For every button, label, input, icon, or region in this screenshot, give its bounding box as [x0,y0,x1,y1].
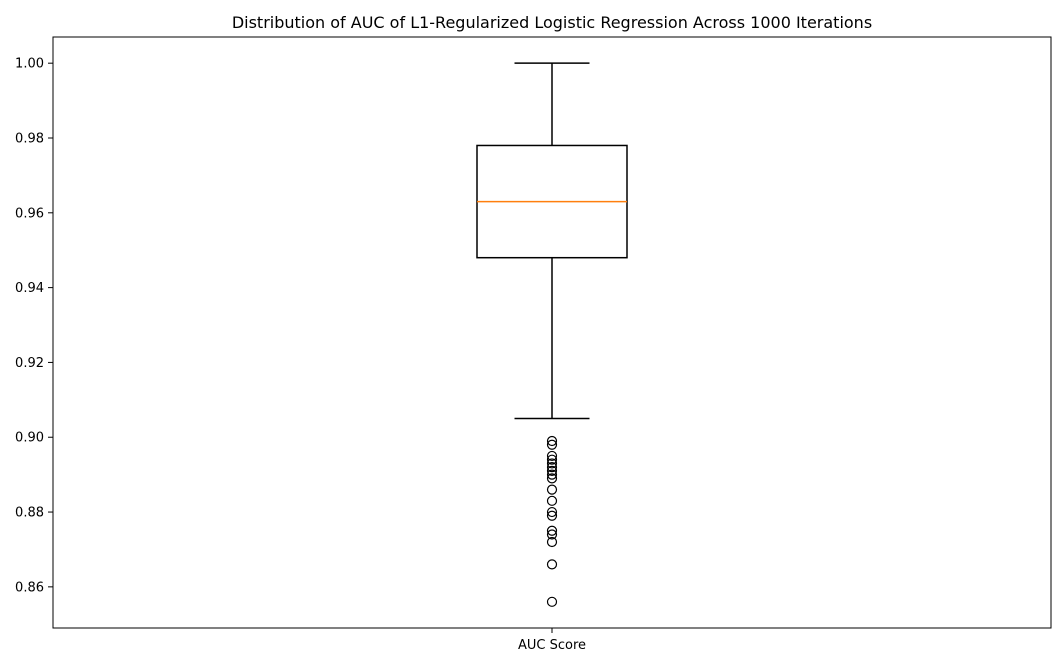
outlier-point [546,559,558,570]
x-tick-label: AUC Score [518,638,586,652]
outlier-markers [546,435,558,607]
outlier-point [546,495,558,506]
y-tick-label: 0.86 [15,580,44,595]
y-tick-label: 0.98 [15,131,44,146]
outlier-point [546,469,558,480]
chart-title: Distribution of AUC of L1-Regularized Lo… [232,13,872,32]
y-tick-label: 0.92 [15,356,44,371]
outlier-point [546,465,558,476]
box-plot [476,62,628,420]
y-tick-label: 0.88 [15,506,44,521]
y-tick-label: 1.00 [15,57,44,72]
outlier-point [546,458,558,469]
outlier-point [546,473,558,484]
outlier-point [546,484,558,495]
outlier-point [546,454,558,465]
y-axis: 0.86 0.88 0.90 0.92 0.94 0.96 0.98 1.00 [15,57,53,595]
y-tick-label: 0.94 [15,281,44,296]
outlier-point [546,435,558,447]
outlier-point [546,510,558,521]
outlier-point [546,506,558,518]
outlier-point [546,596,558,607]
outlier-point [546,529,558,540]
outlier-point [546,462,558,473]
x-axis: AUC Score [518,628,586,652]
outlier-point [546,525,558,536]
y-tick-label: 0.96 [15,206,44,221]
outlier-point [546,439,558,450]
y-tick-label: 0.90 [15,431,44,446]
outlier-point [546,450,558,462]
outlier-point [546,536,558,548]
